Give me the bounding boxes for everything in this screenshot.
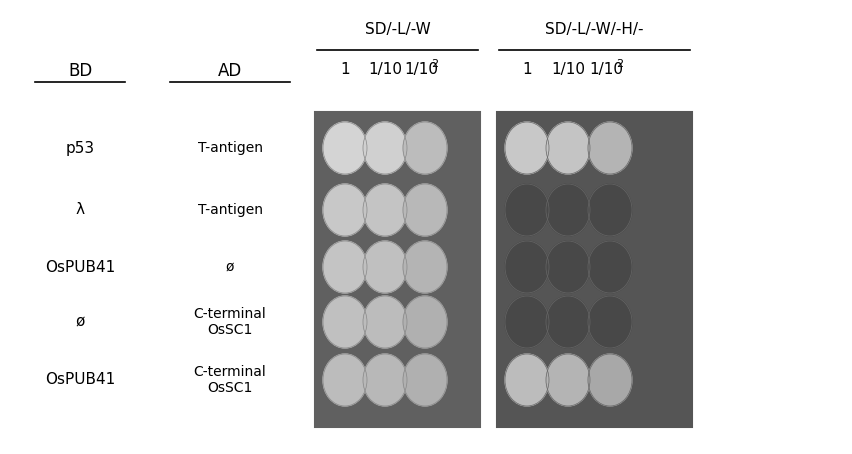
Text: ø: ø [75, 315, 84, 330]
Text: C-terminal
OsSC1: C-terminal OsSC1 [193, 365, 267, 395]
Ellipse shape [323, 296, 367, 348]
Ellipse shape [505, 122, 549, 174]
Text: 1/10: 1/10 [589, 62, 623, 77]
Ellipse shape [323, 122, 367, 174]
Text: 1/10: 1/10 [551, 62, 585, 77]
Ellipse shape [505, 241, 549, 293]
Ellipse shape [546, 296, 590, 348]
Ellipse shape [403, 296, 447, 348]
Bar [315, 112, 480, 427]
Ellipse shape [546, 354, 590, 406]
Ellipse shape [546, 122, 590, 174]
Ellipse shape [363, 354, 407, 406]
Ellipse shape [505, 184, 549, 236]
Ellipse shape [323, 354, 367, 406]
Text: SD/-L/-W: SD/-L/-W [365, 22, 430, 37]
Text: T-antigen: T-antigen [198, 203, 262, 217]
Ellipse shape [588, 241, 632, 293]
Ellipse shape [403, 184, 447, 236]
Text: SD/-L/-W/-H/-: SD/-L/-W/-H/- [545, 22, 644, 37]
Text: λ: λ [76, 202, 84, 217]
Text: 1/10: 1/10 [404, 62, 438, 77]
Ellipse shape [363, 122, 407, 174]
Ellipse shape [588, 184, 632, 236]
Text: 2: 2 [617, 59, 624, 69]
Ellipse shape [403, 241, 447, 293]
Ellipse shape [505, 354, 549, 406]
Text: BD: BD [68, 62, 92, 80]
Ellipse shape [505, 296, 549, 348]
Ellipse shape [363, 296, 407, 348]
Text: ø: ø [226, 260, 234, 274]
Text: C-terminal
OsSC1: C-terminal OsSC1 [193, 307, 267, 337]
Ellipse shape [403, 354, 447, 406]
Text: 1: 1 [522, 62, 532, 77]
Ellipse shape [588, 122, 632, 174]
Ellipse shape [323, 241, 367, 293]
Ellipse shape [363, 184, 407, 236]
Text: T-antigen: T-antigen [198, 141, 262, 155]
Ellipse shape [546, 184, 590, 236]
Text: OsPUB41: OsPUB41 [45, 372, 115, 388]
Text: 2: 2 [431, 59, 439, 69]
Ellipse shape [363, 241, 407, 293]
Ellipse shape [403, 122, 447, 174]
Bar [497, 112, 692, 427]
Text: p53: p53 [66, 140, 95, 156]
Ellipse shape [323, 184, 367, 236]
Text: 1/10: 1/10 [368, 62, 402, 77]
Text: OsPUB41: OsPUB41 [45, 260, 115, 275]
Ellipse shape [588, 296, 632, 348]
Ellipse shape [546, 241, 590, 293]
Text: 1: 1 [340, 62, 350, 77]
Ellipse shape [588, 354, 632, 406]
Text: AD: AD [218, 62, 242, 80]
